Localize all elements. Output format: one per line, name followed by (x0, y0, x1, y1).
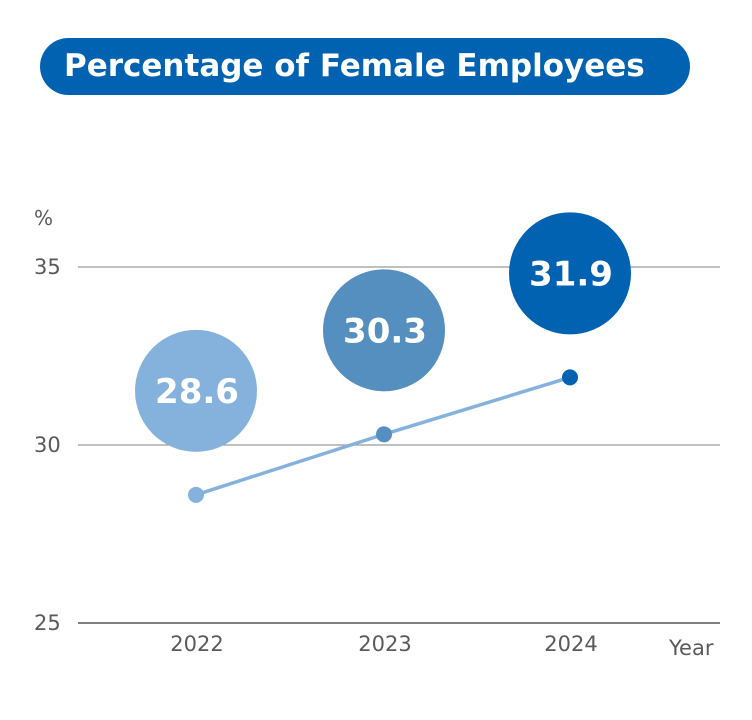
y-tick-label: 25 (34, 611, 61, 635)
data-label: 31.9 (529, 254, 613, 294)
x-axis-label: Year (668, 636, 714, 660)
x-tick-label: 2024 (544, 632, 597, 656)
y-tick-label: 35 (34, 255, 61, 279)
x-tick-label: 2022 (170, 632, 223, 656)
data-label: 28.6 (155, 372, 239, 412)
data-labels: 28.6 30.3 31.9 (155, 254, 613, 411)
data-point (188, 486, 204, 503)
value-bubbles (135, 212, 631, 452)
data-point (562, 369, 578, 386)
value-bubble (509, 212, 631, 335)
data-points (188, 369, 578, 503)
value-bubble (135, 329, 257, 452)
x-tick-label: 2023 (358, 632, 411, 656)
data-point (376, 426, 392, 443)
y-tick-label: 30 (34, 433, 61, 457)
data-label: 30.3 (343, 311, 427, 351)
y-axis-ticks: 35 30 25 (34, 255, 61, 635)
value-bubble (323, 269, 445, 392)
chart-title: Percentage of Female Employees (40, 38, 690, 95)
y-axis-unit: % (34, 206, 53, 230)
x-axis-ticks: 2022 2023 2024 (170, 632, 597, 656)
